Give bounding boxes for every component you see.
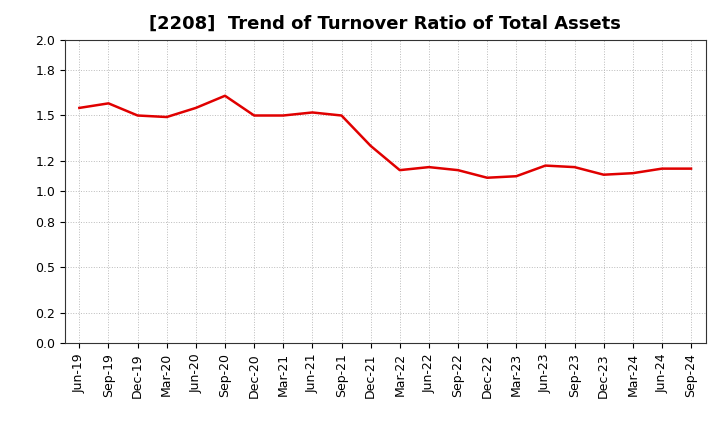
Title: [2208]  Trend of Turnover Ratio of Total Assets: [2208] Trend of Turnover Ratio of Total … [149,15,621,33]
